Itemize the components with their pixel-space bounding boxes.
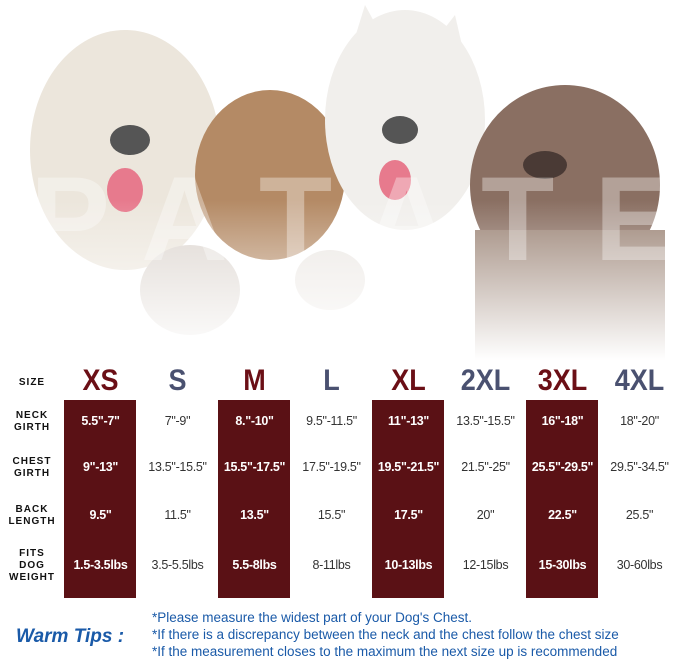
row-label: SIZE xyxy=(18,377,46,388)
size-value: 17.5" xyxy=(394,508,423,522)
tip-line: *If there is a discrepancy between the n… xyxy=(152,627,619,642)
dog-photo xyxy=(0,5,679,360)
size-value: 8."-10" xyxy=(235,414,274,428)
size-value: 11.5" xyxy=(164,508,191,522)
size-value: 7"-9" xyxy=(164,414,191,428)
size-value: 9.5"-11.5" xyxy=(306,414,357,428)
size-value: 9"-13" xyxy=(82,460,119,474)
size-value: 15.5"-17.5" xyxy=(223,460,286,474)
size-value: 15.5" xyxy=(317,508,346,522)
size-value: 10-13lbs xyxy=(384,558,433,572)
size-value: 5.5"-7" xyxy=(81,414,120,428)
size-value: 8-11lbs xyxy=(312,558,351,572)
watermark: PATATE xyxy=(30,152,679,286)
size-value: 25.5" xyxy=(625,508,654,522)
size-value: 30-60lbs xyxy=(616,558,663,572)
size-value: 16"-18" xyxy=(541,414,584,428)
size-value: 13.5"-15.5" xyxy=(456,414,515,428)
size-value: 12-15lbs xyxy=(462,558,509,572)
size-value: 25.5"-29.5" xyxy=(531,460,594,474)
size-value: 17.5"-19.5" xyxy=(302,460,361,474)
size-label: 4XL xyxy=(614,364,665,397)
size-label: XL xyxy=(391,364,426,397)
tip-line: *Please measure the widest part of your … xyxy=(152,610,472,625)
tips-title: Warm Tips : xyxy=(16,626,125,647)
size-value: 19.5"-21.5" xyxy=(377,460,440,474)
size-value: 22.5" xyxy=(548,508,577,522)
size-value: 15-30lbs xyxy=(538,558,587,572)
size-value: 21.5"-25" xyxy=(461,460,510,474)
size-value: 3.5-5.5lbs xyxy=(151,558,204,572)
size-value: 13.5" xyxy=(240,508,269,522)
column-highlight xyxy=(64,400,136,598)
size-label: 3XL xyxy=(537,364,588,397)
size-label: XS xyxy=(82,364,119,397)
size-value: 1.5-3.5lbs xyxy=(73,558,128,572)
size-value: 5.5-8lbs xyxy=(232,558,277,572)
column-highlight xyxy=(526,400,598,598)
size-value: 13.5"-15.5" xyxy=(148,460,207,474)
tip-line: *If the measurement closes to the maximu… xyxy=(152,644,618,659)
column-highlight xyxy=(218,400,290,598)
row-label: BACK LENGTH xyxy=(8,504,56,527)
size-value: 9.5" xyxy=(89,508,112,522)
size-label: M xyxy=(243,364,266,397)
size-value: 18"-20" xyxy=(620,414,659,428)
size-label: S xyxy=(168,364,187,397)
column-highlight xyxy=(372,400,444,598)
size-label: 2XL xyxy=(460,364,511,397)
row-label: FITS DOG WEIGHT xyxy=(9,548,55,583)
size-value: 11"-13" xyxy=(387,414,430,428)
size-value: 29.5"-34.5" xyxy=(610,460,669,474)
row-label: NECK GIRTH xyxy=(13,410,51,433)
row-label: CHEST GIRTH xyxy=(12,456,52,479)
size-value: 20" xyxy=(476,508,495,522)
size-label: L xyxy=(323,364,340,397)
